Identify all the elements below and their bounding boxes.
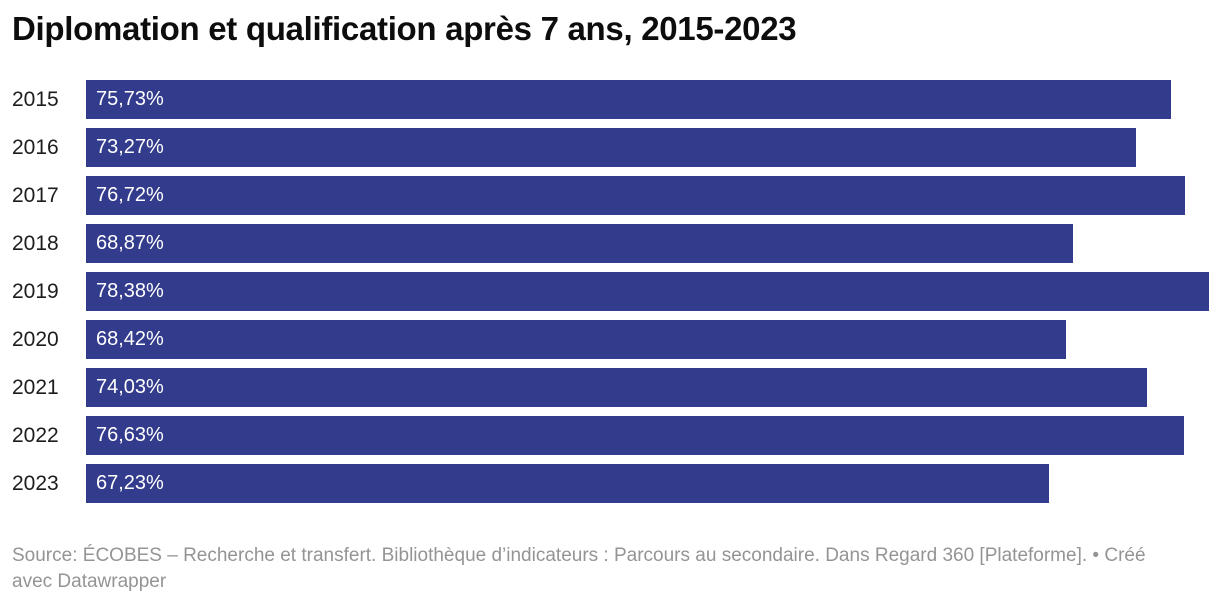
bar-row: 2022 76,63% <box>12 416 1209 456</box>
bar-track: 75,73% <box>86 80 1209 120</box>
bar-row: 2021 74,03% <box>12 368 1209 408</box>
bar-row: 2018 68,87% <box>12 224 1209 264</box>
category-label: 2019 <box>12 279 59 303</box>
bar-track: 68,87% <box>86 224 1209 264</box>
category-label: 2015 <box>12 87 59 111</box>
bar-value-label: 68,42% <box>96 328 164 351</box>
bar-value-label: 78,38% <box>96 280 164 303</box>
bar-row: 2019 78,38% <box>12 272 1209 312</box>
chart-title: Diplomation et qualification après 7 ans… <box>12 10 797 47</box>
bar-row: 2017 76,72% <box>12 176 1209 216</box>
bar-rows: 2015 75,73% 2016 73,27% 2017 76,72% 2018 68,87%… <box>12 80 1209 504</box>
bar-track: 78,38% <box>86 272 1209 312</box>
bar-value-label: 67,23% <box>96 472 164 495</box>
bar-value-label: 74,03% <box>96 376 164 399</box>
bar: 74,03% <box>86 368 1147 408</box>
bar-track: 76,63% <box>86 416 1209 456</box>
bar-value-label: 73,27% <box>96 136 164 159</box>
bar-track: 74,03% <box>86 368 1209 408</box>
category-label: 2021 <box>12 375 59 399</box>
footer-separator: • <box>1092 545 1100 567</box>
bar: 68,42% <box>86 320 1067 360</box>
bar-track: 68,42% <box>86 320 1209 360</box>
category-label: 2022 <box>12 423 59 447</box>
bar-row: 2016 73,27% <box>12 128 1209 168</box>
bar: 76,72% <box>86 176 1186 216</box>
datawrapper-credit-link[interactable]: Créé avec Datawrapper <box>12 545 1146 593</box>
bar-row: 2015 75,73% <box>12 80 1209 120</box>
bar-track: 76,72% <box>86 176 1209 216</box>
bar-track: 67,23% <box>86 464 1209 504</box>
category-label: 2016 <box>12 135 59 159</box>
bar-value-label: 76,72% <box>96 184 164 207</box>
bar-value-label: 76,63% <box>96 424 164 447</box>
bar-value-label: 68,87% <box>96 232 164 255</box>
category-label: 2018 <box>12 231 59 255</box>
bar: 76,63% <box>86 416 1184 456</box>
bar: 75,73% <box>86 80 1172 120</box>
bar-row: 2023 67,23% <box>12 464 1209 504</box>
bar: 73,27% <box>86 128 1136 168</box>
bar-track: 73,27% <box>86 128 1209 168</box>
source-label: Source: <box>12 545 78 567</box>
bar: 68,87% <box>86 224 1073 264</box>
bar: 67,23% <box>86 464 1050 504</box>
source-text: ÉCOBES – Recherche et transfert. Bibliot… <box>82 545 1088 567</box>
category-label: 2023 <box>12 471 59 495</box>
category-label: 2017 <box>12 183 59 207</box>
bar-value-label: 75,73% <box>96 88 164 111</box>
category-label: 2020 <box>12 327 59 351</box>
chart-footer: Source: ÉCOBES – Recherche et transfert.… <box>12 543 1172 595</box>
bar: 78,38% <box>86 272 1209 312</box>
bar-row: 2020 68,42% <box>12 320 1209 360</box>
